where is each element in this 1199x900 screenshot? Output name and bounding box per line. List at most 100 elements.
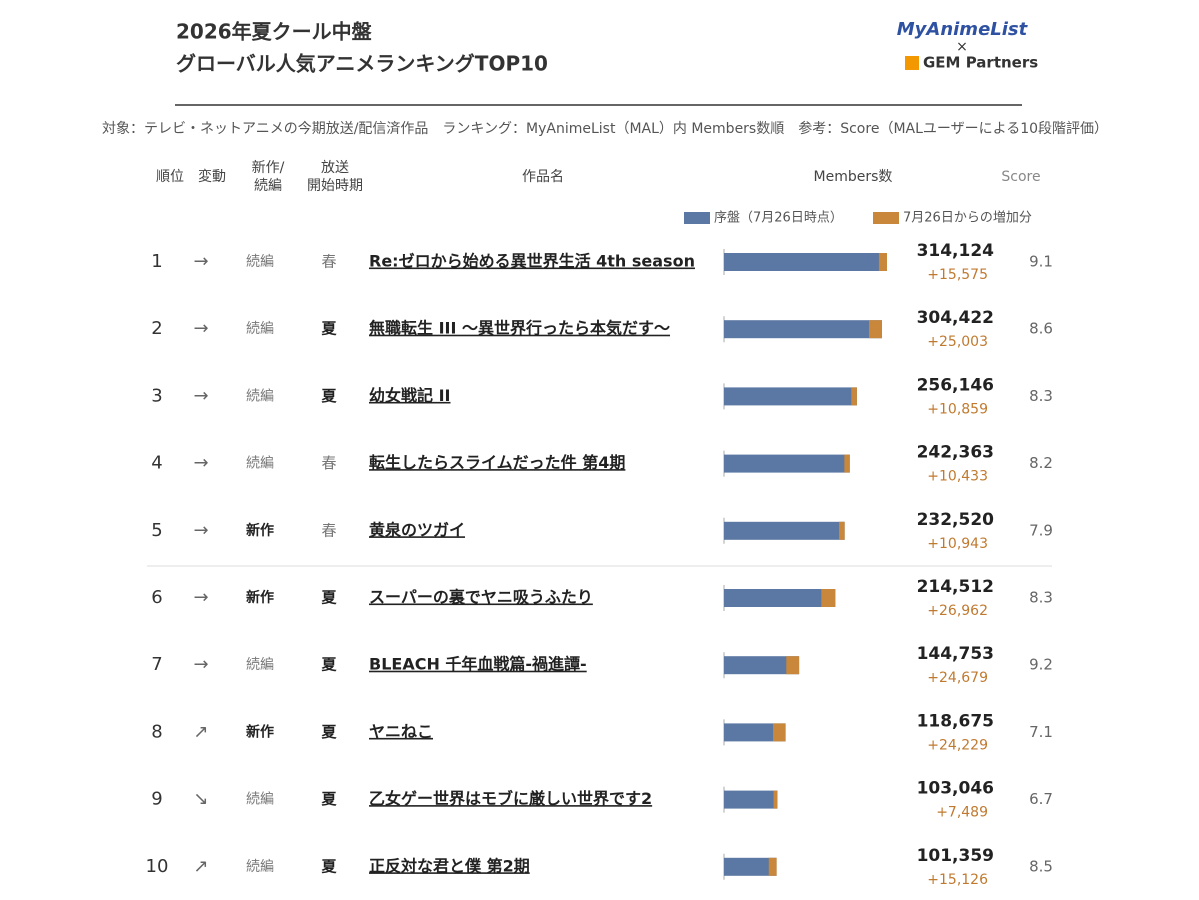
score: 8.5 [1029,857,1053,875]
change: ↗ [193,721,208,742]
bar-base [724,723,786,742]
rank: 10 [146,856,169,877]
increase: +15,575 [927,267,988,283]
legend-swatch [684,212,710,224]
rank: 6 [151,587,162,608]
legend-swatch [873,212,899,224]
rank: 1 [151,251,162,272]
bar-increase [868,320,882,339]
change: ↘ [193,789,208,810]
members: 118,675 [917,711,994,731]
change: → [193,587,208,608]
increase: +24,229 [927,737,988,753]
change: → [193,385,208,406]
increase: +24,679 [927,670,988,686]
bar-base [724,790,778,809]
members: 214,512 [917,577,994,597]
score: 6.7 [1029,790,1053,808]
season: 夏 [320,656,337,674]
season: 夏 [320,790,337,808]
score: 7.9 [1029,521,1053,539]
bar-increase [768,857,777,876]
bar-increase [851,387,857,406]
bar-base [724,656,800,675]
logo-x: × [956,39,968,55]
kind: 新作 [246,522,274,539]
kind: 新作 [246,589,274,606]
increase: +7,489 [936,805,988,821]
rank: 9 [151,789,162,810]
column-header: 作品名 [522,169,564,185]
season: 夏 [320,320,337,338]
anime-title: 幼女戦記 II [369,386,450,405]
season: 春 [321,454,336,472]
members: 101,359 [917,846,994,866]
increase: +10,859 [927,401,988,417]
members: 314,124 [917,241,995,261]
season: 夏 [320,387,337,405]
season: 春 [321,253,336,271]
bar-base [724,521,845,540]
title-line: 2026年夏クール中盤 [176,20,373,44]
score: 7.1 [1029,723,1053,741]
column-header: 順位 [156,169,184,185]
members: 304,422 [917,308,994,328]
kind: 続編 [246,858,274,875]
season: 夏 [320,589,337,607]
anime-title: 乙女ゲー世界はモブに厳しい世界です2 [369,789,652,808]
score: 9.1 [1029,253,1053,271]
bar-base [724,320,882,339]
bar-base [724,253,887,271]
rank: 3 [151,385,162,406]
change: ↗ [193,856,208,877]
anime-title: BLEACH 千年血戦篇-禍進譚- [369,655,587,674]
increase: +15,126 [927,872,988,888]
bar-increase [786,656,800,675]
column-header: 新作/続編 [252,160,285,194]
rank: 7 [151,654,162,675]
legend-label: 7月26日からの増加分 [903,211,1032,226]
kind: 続編 [246,656,274,673]
members: 144,753 [917,644,994,664]
anime-title: 黄泉のツガイ [369,520,465,539]
column-header: Members数 [814,169,893,185]
logo-mal: MyAnimeList [897,19,1029,40]
bar-increase [878,253,887,271]
increase: +10,433 [927,469,988,485]
bar-increase [773,723,786,742]
column-header: 放送開始時期 [307,160,363,194]
anime-title: スーパーの裏でヤニ吸うふたり [369,588,593,607]
bar-increase [773,790,778,809]
bar-increase [838,521,845,540]
score: 8.6 [1029,320,1053,338]
bar-base [724,857,777,876]
bar-base [724,387,857,406]
score: 8.3 [1029,387,1053,405]
bar-base [724,589,836,607]
change: → [193,654,208,675]
season: 春 [321,521,336,539]
season: 夏 [320,723,337,741]
change: → [193,520,208,541]
bar-increase [821,589,836,607]
column-header: 変動 [198,168,226,185]
note: 対象：テレビ・ネットアニメの今期放送/配信済作品 ランキング：MyAnimeLi… [102,120,1108,137]
anime-title: 無職転生 III ～異世界行ったら本気だす～ [369,319,670,338]
kind: 続編 [246,320,274,337]
bar-increase [844,454,850,473]
rank: 4 [151,453,162,474]
kind: 続編 [246,387,274,404]
title-line: グローバル人気アニメランキングTOP10 [176,52,548,76]
logo-square [905,56,919,70]
kind: 新作 [246,723,274,740]
increase: +26,962 [927,603,988,619]
members: 232,520 [917,510,995,530]
score: 8.2 [1029,454,1053,472]
kind: 続編 [246,253,274,270]
kind: 続編 [246,791,274,808]
increase: +10,943 [927,536,988,552]
anime-title: 正反対な君と僕 第2期 [369,856,530,875]
logo-gem: GEM Partners [923,54,1038,72]
members: 103,046 [917,779,994,799]
